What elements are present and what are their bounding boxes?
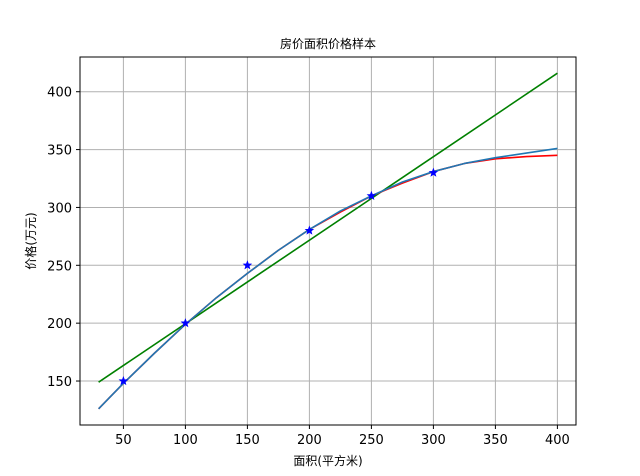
plot-background — [80, 57, 576, 425]
y-tick-label: 350 — [47, 144, 72, 159]
series-layer — [98, 72, 558, 410]
series-line-1 — [98, 72, 558, 383]
y-tick-label: 200 — [47, 317, 72, 332]
data-point-star — [366, 190, 377, 200]
y-tick-label: 300 — [47, 201, 72, 216]
x-axis-label: 面积(平方米) — [293, 453, 362, 468]
chart-title: 房价面积价格样本 — [280, 36, 376, 51]
x-tick-label: 350 — [483, 433, 508, 448]
y-tick-label: 400 — [47, 86, 72, 101]
x-tick-label: 300 — [421, 433, 446, 448]
x-tick-label: 50 — [115, 433, 132, 448]
x-tick-label: 150 — [235, 433, 260, 448]
data-point-star — [118, 375, 129, 386]
series-line-3 — [98, 147, 558, 410]
x-tick-label: 250 — [359, 433, 384, 448]
x-tick-label: 400 — [545, 433, 570, 448]
data-point-star — [304, 225, 315, 235]
x-tick-label: 200 — [297, 433, 322, 448]
y-axis-label: 价格(万元) — [23, 212, 38, 269]
data-point-star — [180, 318, 191, 328]
data-point-star — [428, 167, 439, 177]
x-tick-label: 100 — [173, 433, 198, 448]
y-tick-label: 250 — [47, 259, 72, 274]
ticks-layer: 50 100 150 200 250 300 350 400 150 200 250 300 350 40… — [47, 86, 570, 448]
plot-frame — [79, 56, 577, 426]
y-tick-label: 150 — [47, 375, 72, 390]
grid-layer — [80, 57, 576, 425]
points-layer — [118, 167, 439, 386]
data-point-star — [242, 260, 253, 270]
